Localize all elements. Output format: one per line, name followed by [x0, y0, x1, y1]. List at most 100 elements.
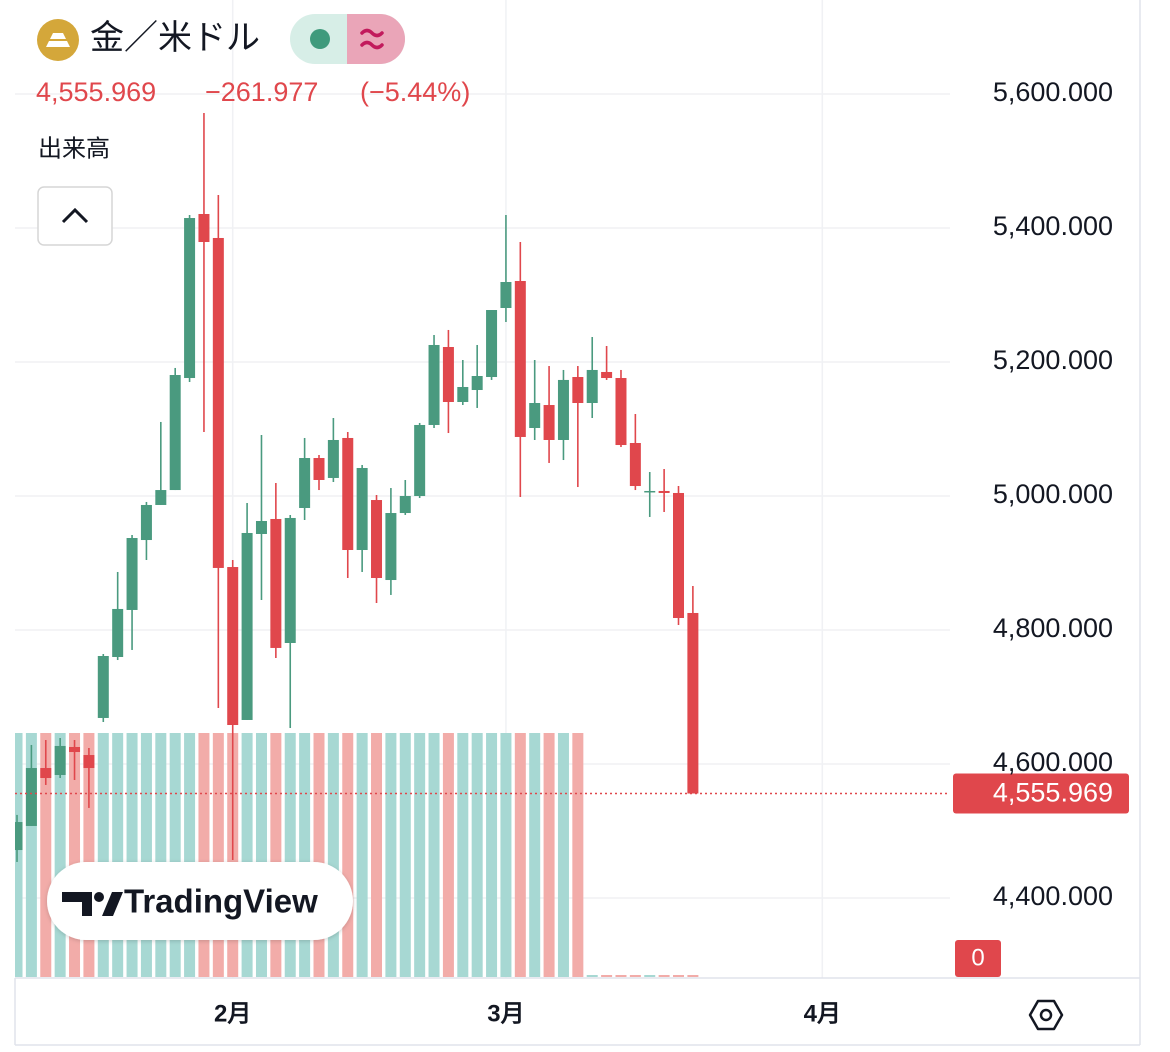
- candle-body: [428, 344, 440, 425]
- candle-body: [457, 386, 469, 403]
- candle-body: [514, 280, 526, 437]
- candle-body: [543, 405, 555, 440]
- candle-body: [342, 437, 354, 551]
- watermark: TradingView: [47, 862, 353, 940]
- candle-body: [25, 768, 37, 826]
- volume-bar: [40, 733, 52, 977]
- volume-bar: [658, 975, 670, 977]
- candle-body: [529, 403, 541, 428]
- candle-body: [557, 379, 569, 440]
- volume-bar: [399, 733, 411, 977]
- volume-bar: [15, 733, 23, 977]
- price-change: −261.977: [205, 77, 318, 107]
- candle-body: [83, 755, 95, 769]
- candle-body: [658, 490, 670, 493]
- candle-body: [356, 467, 368, 551]
- candle-body: [212, 237, 224, 568]
- volume-bar: [69, 733, 81, 977]
- volume-bar: [112, 733, 124, 977]
- candle-body: [140, 504, 152, 541]
- candle-body: [255, 520, 267, 534]
- volume-title: 出来高: [38, 135, 110, 162]
- y-tick-label: 5,600.000: [993, 77, 1113, 107]
- overlay: 4,555.969 0: [15, 773, 1129, 977]
- volume-bar: [557, 733, 569, 977]
- watermark-text: TradingView: [124, 883, 318, 920]
- candle-body: [227, 567, 239, 726]
- delayed-icon: [360, 28, 384, 50]
- volume-bar: [615, 975, 627, 977]
- settings-icon-center: [1039, 1008, 1053, 1022]
- volume-bar: [83, 733, 95, 977]
- candle-body: [112, 608, 124, 658]
- volume-bar: [327, 733, 339, 977]
- volume-bar: [471, 733, 483, 977]
- volume-bar: [342, 733, 354, 977]
- y-tick-label: 4,600.000: [993, 747, 1113, 777]
- last-price-axis-label: 4,555.969: [993, 778, 1113, 808]
- symbol-title: 金／米ドル: [90, 19, 260, 57]
- volume-bar: [284, 733, 296, 977]
- candle-body: [385, 513, 397, 581]
- volume-bar: [54, 733, 66, 977]
- candle-body: [313, 458, 325, 480]
- candle-body: [399, 496, 411, 514]
- settings-icon[interactable]: [1028, 999, 1064, 1031]
- candle-body: [241, 532, 253, 720]
- volume-bar: [255, 733, 267, 977]
- y-tick-label: 4,400.000: [993, 881, 1113, 911]
- volume-bar: [198, 733, 210, 977]
- candle-body: [15, 822, 23, 851]
- volume-bar: [543, 733, 555, 977]
- candle-body: [414, 424, 426, 497]
- volume-bar: [601, 975, 613, 977]
- candle-body: [284, 517, 296, 643]
- y-tick-label: 5,200.000: [993, 345, 1113, 375]
- status-pill-right[interactable]: [347, 14, 405, 64]
- volume-bar: [644, 975, 656, 977]
- volume-bar: [25, 733, 37, 977]
- candle-body: [97, 655, 109, 718]
- logo-mark: [94, 892, 104, 902]
- volume-bar: [457, 733, 469, 977]
- volume-bar: [270, 733, 282, 977]
- symbol-icon-glyph: [46, 33, 70, 47]
- price-change-percent: (−5.44%): [360, 77, 470, 107]
- candle-body: [471, 376, 483, 391]
- volume-bar: [442, 733, 454, 977]
- watermark-badge: [47, 862, 353, 940]
- candle-body: [572, 377, 584, 404]
- candle-body: [629, 443, 641, 487]
- volume-bar: [673, 975, 685, 977]
- candle-body: [40, 768, 52, 779]
- volume-bar: [140, 733, 152, 977]
- chevron-up-icon: [61, 207, 89, 224]
- logo-mark: [102, 892, 123, 916]
- candle-body: [184, 218, 196, 379]
- collapse-button[interactable]: [37, 186, 113, 246]
- x-tick-label: 4月: [804, 1000, 841, 1027]
- volume-bar: [687, 975, 699, 977]
- candle-body: [486, 310, 498, 378]
- candle-body: [371, 500, 383, 579]
- last-price-badge: [953, 773, 1129, 814]
- volume-badge: [955, 940, 1001, 977]
- candle-body: [687, 612, 699, 794]
- last-price: 4,555.969: [36, 77, 156, 107]
- y-tick-label: 5,000.000: [993, 479, 1113, 509]
- candle-body: [442, 346, 454, 403]
- volume-bar: [356, 733, 368, 977]
- candles: [15, 113, 699, 862]
- volume-axis-label: 0: [971, 944, 984, 971]
- candle-body: [169, 374, 181, 491]
- volume-bar: [414, 733, 426, 977]
- volume-bar: [586, 975, 598, 977]
- y-tick-label: 5,400.000: [993, 211, 1113, 241]
- volume-bar: [428, 733, 440, 977]
- volume-bar: [529, 733, 541, 977]
- candle-body: [586, 369, 598, 404]
- volume-pane: [15, 733, 699, 977]
- y-tick-label: 4,800.000: [993, 613, 1113, 643]
- candle-body: [644, 490, 656, 493]
